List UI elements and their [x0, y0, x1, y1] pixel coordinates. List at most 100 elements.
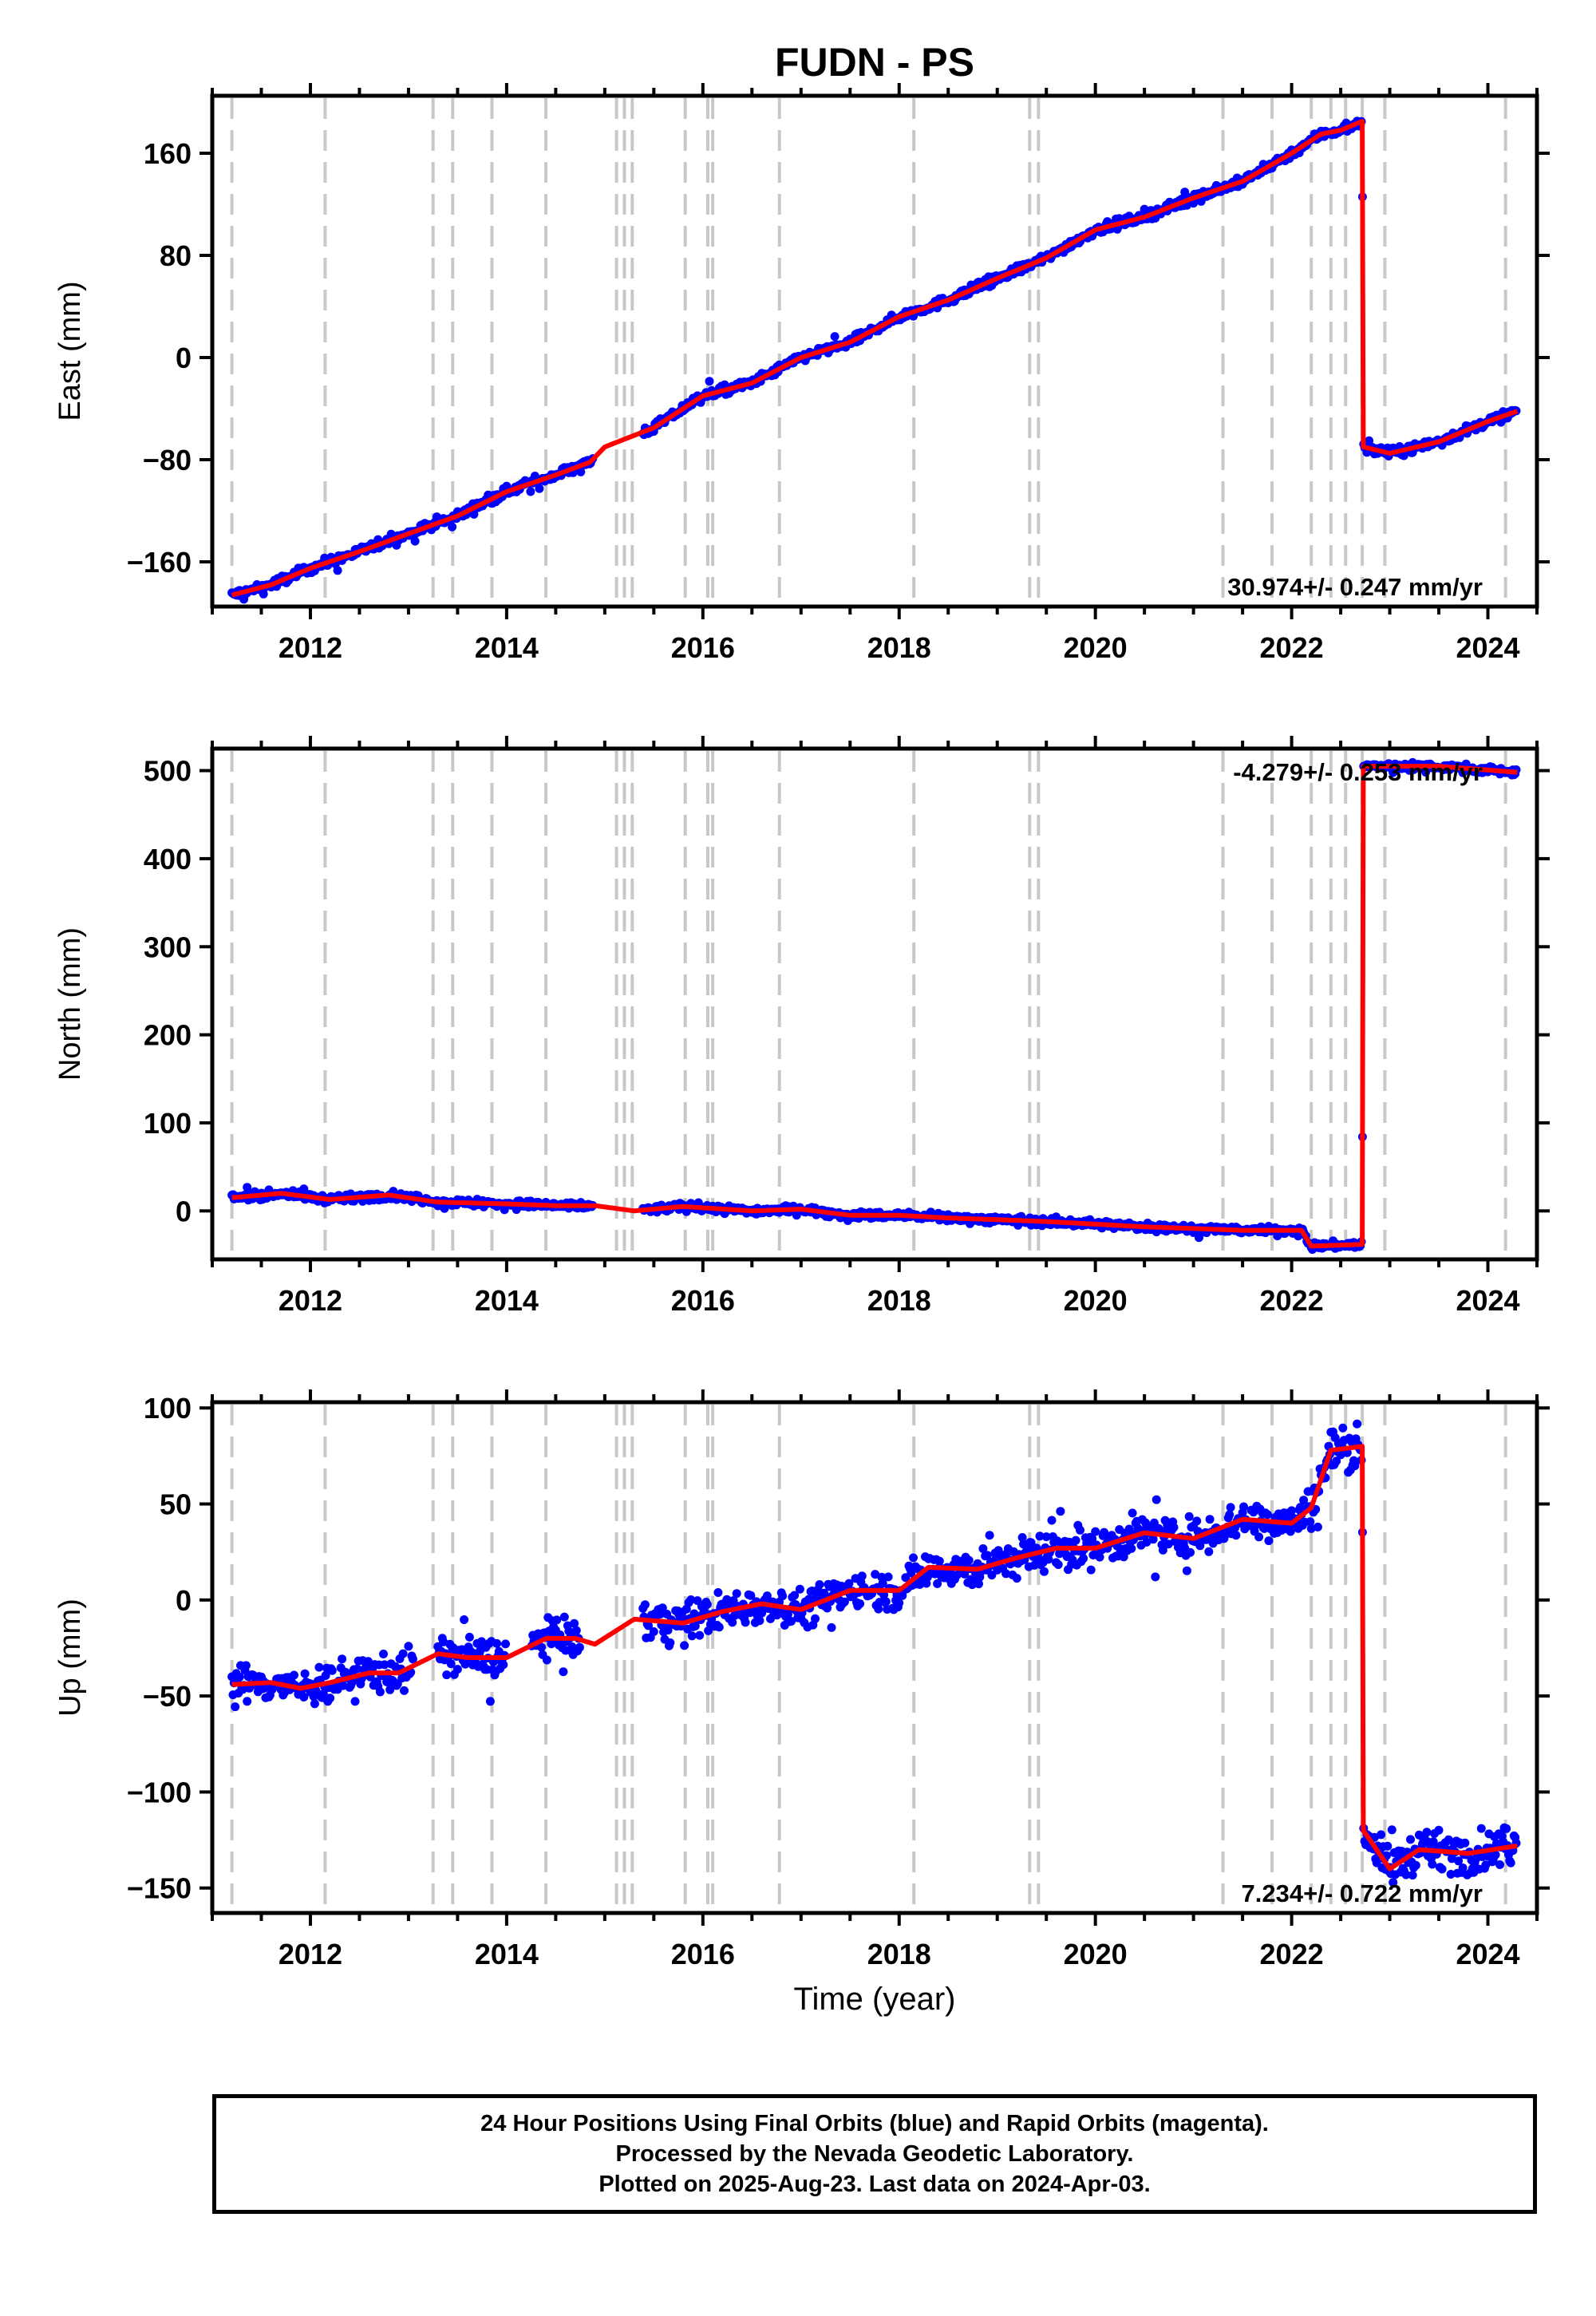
data-point: [1495, 1860, 1504, 1869]
data-point: [1239, 1502, 1248, 1512]
data-point: [1056, 1507, 1065, 1516]
data-point: [844, 1579, 854, 1588]
data-point: [410, 536, 420, 546]
data-point: [333, 566, 342, 575]
data-point: [823, 1603, 832, 1613]
data-point: [1041, 1532, 1051, 1542]
data-point: [978, 1544, 988, 1553]
data-point: [310, 1699, 319, 1709]
data-point: [1491, 1850, 1500, 1860]
data-point: [830, 332, 839, 342]
data-point: [353, 1664, 362, 1674]
data-point: [1192, 1516, 1202, 1526]
data-point: [241, 1661, 251, 1670]
data-point: [1254, 1532, 1264, 1542]
data-point: [644, 1621, 653, 1630]
x-tick-label: 2020: [1064, 1938, 1128, 1970]
data-point: [1127, 1543, 1136, 1553]
data-point: [827, 1622, 836, 1632]
north-panel: 0 100 200 300 400 500 2012 2014 2016 2018 2020 2022…: [53, 736, 1550, 1317]
y-tick-label: −160: [127, 546, 192, 579]
data-point: [1079, 1554, 1088, 1563]
data-point: [881, 1597, 891, 1607]
data-point: [547, 1639, 556, 1649]
data-point: [815, 1580, 824, 1589]
data-point: [839, 1597, 849, 1607]
data-point: [448, 522, 457, 532]
x-tick-label: 2016: [671, 1284, 735, 1317]
data-point: [964, 1555, 974, 1565]
data-point: [1071, 1535, 1080, 1545]
data-point: [757, 1608, 767, 1618]
y-tick-label: 0: [176, 342, 192, 374]
north-y-axis-label: North (mm): [53, 927, 87, 1081]
north-model-line: [231, 764, 1518, 1249]
data-point: [1411, 1860, 1420, 1870]
data-point: [1454, 1856, 1464, 1866]
data-point: [1152, 1495, 1161, 1504]
data-point: [732, 1589, 741, 1599]
data-point: [702, 1599, 712, 1609]
data-point: [1286, 1527, 1295, 1536]
north-rate-label: -4.279+/- 0.253 mm/yr: [1233, 758, 1483, 786]
y-tick-label: 50: [160, 1488, 192, 1521]
x-tick-label: 2020: [1064, 1284, 1128, 1317]
east-y-axis-label: East (mm): [53, 281, 87, 421]
data-point: [762, 1591, 772, 1601]
y-tick-label: −50: [143, 1680, 192, 1713]
north-plot-frame: [210, 746, 1539, 1262]
data-point: [907, 1568, 916, 1578]
data-point: [1204, 1547, 1214, 1556]
data-point: [1306, 1524, 1316, 1533]
data-point: [1195, 1233, 1203, 1243]
x-tick-label: 2022: [1260, 631, 1324, 664]
data-point: [795, 1584, 804, 1594]
data-point: [290, 1670, 298, 1680]
data-point: [915, 1579, 925, 1589]
data-point: [1406, 1835, 1415, 1844]
data-point: [649, 1627, 658, 1636]
y-tick-label: 80: [160, 239, 192, 272]
x-tick-label: 2024: [1456, 631, 1519, 664]
data-point: [811, 1614, 820, 1623]
data-point: [658, 1603, 667, 1613]
data-point: [1287, 1506, 1297, 1516]
data-point: [855, 1599, 865, 1608]
x-tick-label: 2014: [475, 1284, 539, 1317]
data-point: [1205, 1515, 1215, 1524]
data-point: [1434, 1825, 1444, 1835]
data-point: [714, 1622, 724, 1632]
data-point: [464, 1632, 474, 1642]
data-point: [326, 1694, 335, 1703]
data-point: [640, 1600, 650, 1610]
x-axis-label: Time (year): [794, 1982, 956, 2017]
data-point: [857, 1571, 867, 1581]
data-point: [1387, 1825, 1396, 1835]
data-point: [570, 1618, 579, 1628]
chart-title: FUDN - PS: [775, 40, 974, 85]
data-point: [379, 1650, 388, 1658]
data-point: [542, 1655, 551, 1665]
x-tick-label: 2022: [1260, 1284, 1324, 1317]
footer-line-3: Plotted on 2025-Aug-23. Last data on 202…: [598, 2172, 1151, 2197]
data-point: [1169, 1523, 1179, 1532]
up-model-line: [231, 1444, 1518, 1871]
data-point: [974, 1579, 983, 1589]
data-point: [338, 1654, 347, 1664]
data-point: [1053, 1560, 1063, 1569]
data-point: [1001, 1569, 1011, 1579]
data-point: [526, 487, 535, 496]
data-point: [1408, 1871, 1417, 1880]
data-point: [375, 1687, 385, 1697]
up-data-points: [227, 1419, 1521, 1887]
data-point: [350, 1697, 360, 1706]
data-point: [1044, 1555, 1053, 1564]
data-point: [1401, 1870, 1411, 1879]
data-point: [492, 1638, 502, 1648]
data-point: [318, 1690, 328, 1698]
data-point: [1353, 1419, 1362, 1429]
footer-line-1: 24 Hour Positions Using Final Orbits (bl…: [480, 2111, 1269, 2136]
data-point: [728, 1618, 737, 1627]
data-point: [1365, 436, 1374, 445]
